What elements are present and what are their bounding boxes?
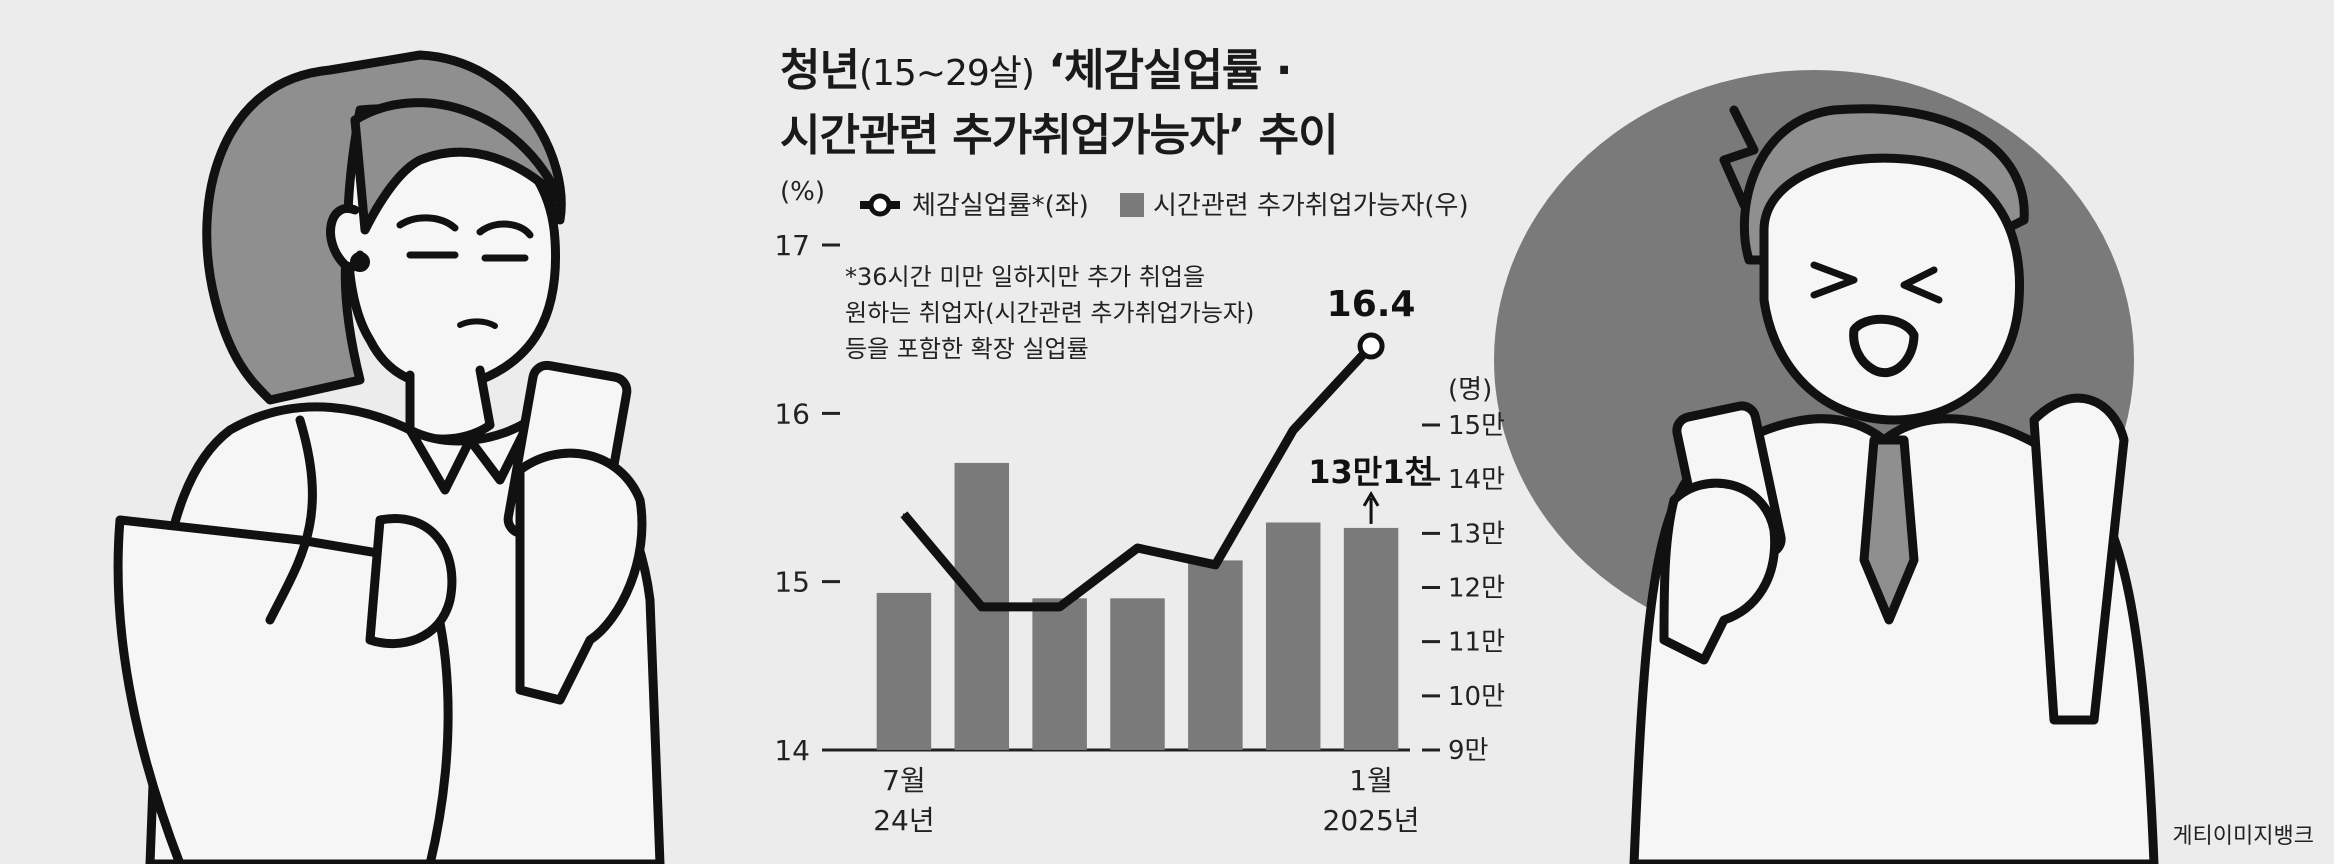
right-tick-label: 13만 (1448, 519, 1505, 549)
x-tick-year: 2025년 (1323, 804, 1420, 837)
bar (1343, 527, 1399, 750)
title-age-range: (15~29살) (858, 53, 1035, 94)
legend: 체감실업률*(좌) 시간관련 추가취업가능자(우) (860, 191, 1469, 221)
right-tick-label: 10만 (1448, 682, 1505, 712)
legend-bar-swatch (1120, 193, 1144, 217)
left-tick-label: 17 (774, 229, 810, 262)
x-tick-month: 7월 (882, 764, 926, 797)
bar (1265, 522, 1321, 750)
bar-series (876, 462, 1399, 750)
left-axis-label: (%) (780, 177, 825, 207)
line-point (1292, 429, 1295, 432)
right-tick-label: 15만 (1448, 411, 1505, 441)
right-tick-label: 12만 (1448, 574, 1505, 604)
woman-with-phone-illustration (113, 50, 665, 864)
line-series: 16.4 (900, 284, 1416, 612)
line-point (1058, 605, 1061, 608)
legend-bar-label: 시간관련 추가취업가능자(우) (1153, 191, 1469, 221)
footnote-line: 원하는 취업자(시간관련 추가취업가능자) (845, 299, 1254, 327)
chart-title-line2: 시간관련 추가취업가능자’ 추이 (780, 110, 1339, 161)
image-credit: 게티이미지뱅크 (2172, 824, 2314, 849)
legend-line-label: 체감실업률*(좌) (912, 191, 1089, 221)
line-point (902, 513, 905, 516)
stressed-student-with-phone-illustration (1494, 70, 2159, 864)
footnote-line: *36시간 미만 일하지만 추가 취업을 (845, 263, 1205, 291)
bar (1110, 598, 1165, 750)
left-tick-label: 16 (774, 397, 810, 430)
left-tick-label: 15 (774, 566, 810, 599)
line-point-last (1357, 332, 1385, 360)
line-point (1136, 547, 1139, 549)
x-tick-month: 1월 (1349, 764, 1393, 797)
line-point (1214, 563, 1217, 566)
line-point (980, 605, 983, 608)
left-tick-label: 14 (774, 734, 810, 767)
annotation-arrowhead (1362, 490, 1380, 507)
x-axis: 7월 24년 1월 2025년 (873, 764, 1419, 837)
footnote-line: 등을 포함한 확장 실업률 (845, 335, 1089, 363)
bar (1188, 560, 1243, 750)
chart: (%) 14 15 16 17 (명) 9만 10만 11만 12만 13만 14만 15만 16.4… (774, 177, 1505, 837)
right-axis-label: (명) (1448, 375, 1492, 405)
right-tick-label: 11만 (1448, 628, 1505, 658)
bar (876, 592, 932, 750)
x-tick-year: 24년 (873, 804, 934, 837)
right-axis: (명) 9만 10만 11만 12만 13만 14만 15만 (1422, 375, 1505, 766)
right-tick-label: 14만 (1448, 465, 1505, 495)
chart-title-line1: 청년(15~29살) ‘체감실업률 · (780, 45, 1292, 96)
line-last-value-label: 16.4 (1327, 284, 1416, 325)
bar (1032, 598, 1087, 750)
chart-title: 청년(15~29살) ‘체감실업률 · 시간관련 추가취업가능자’ 추이 (780, 40, 1339, 167)
legend-line-marker (868, 193, 892, 217)
right-tick-label: 9만 (1448, 736, 1488, 766)
bar-last-value-label: 13만1천 (1308, 453, 1434, 491)
